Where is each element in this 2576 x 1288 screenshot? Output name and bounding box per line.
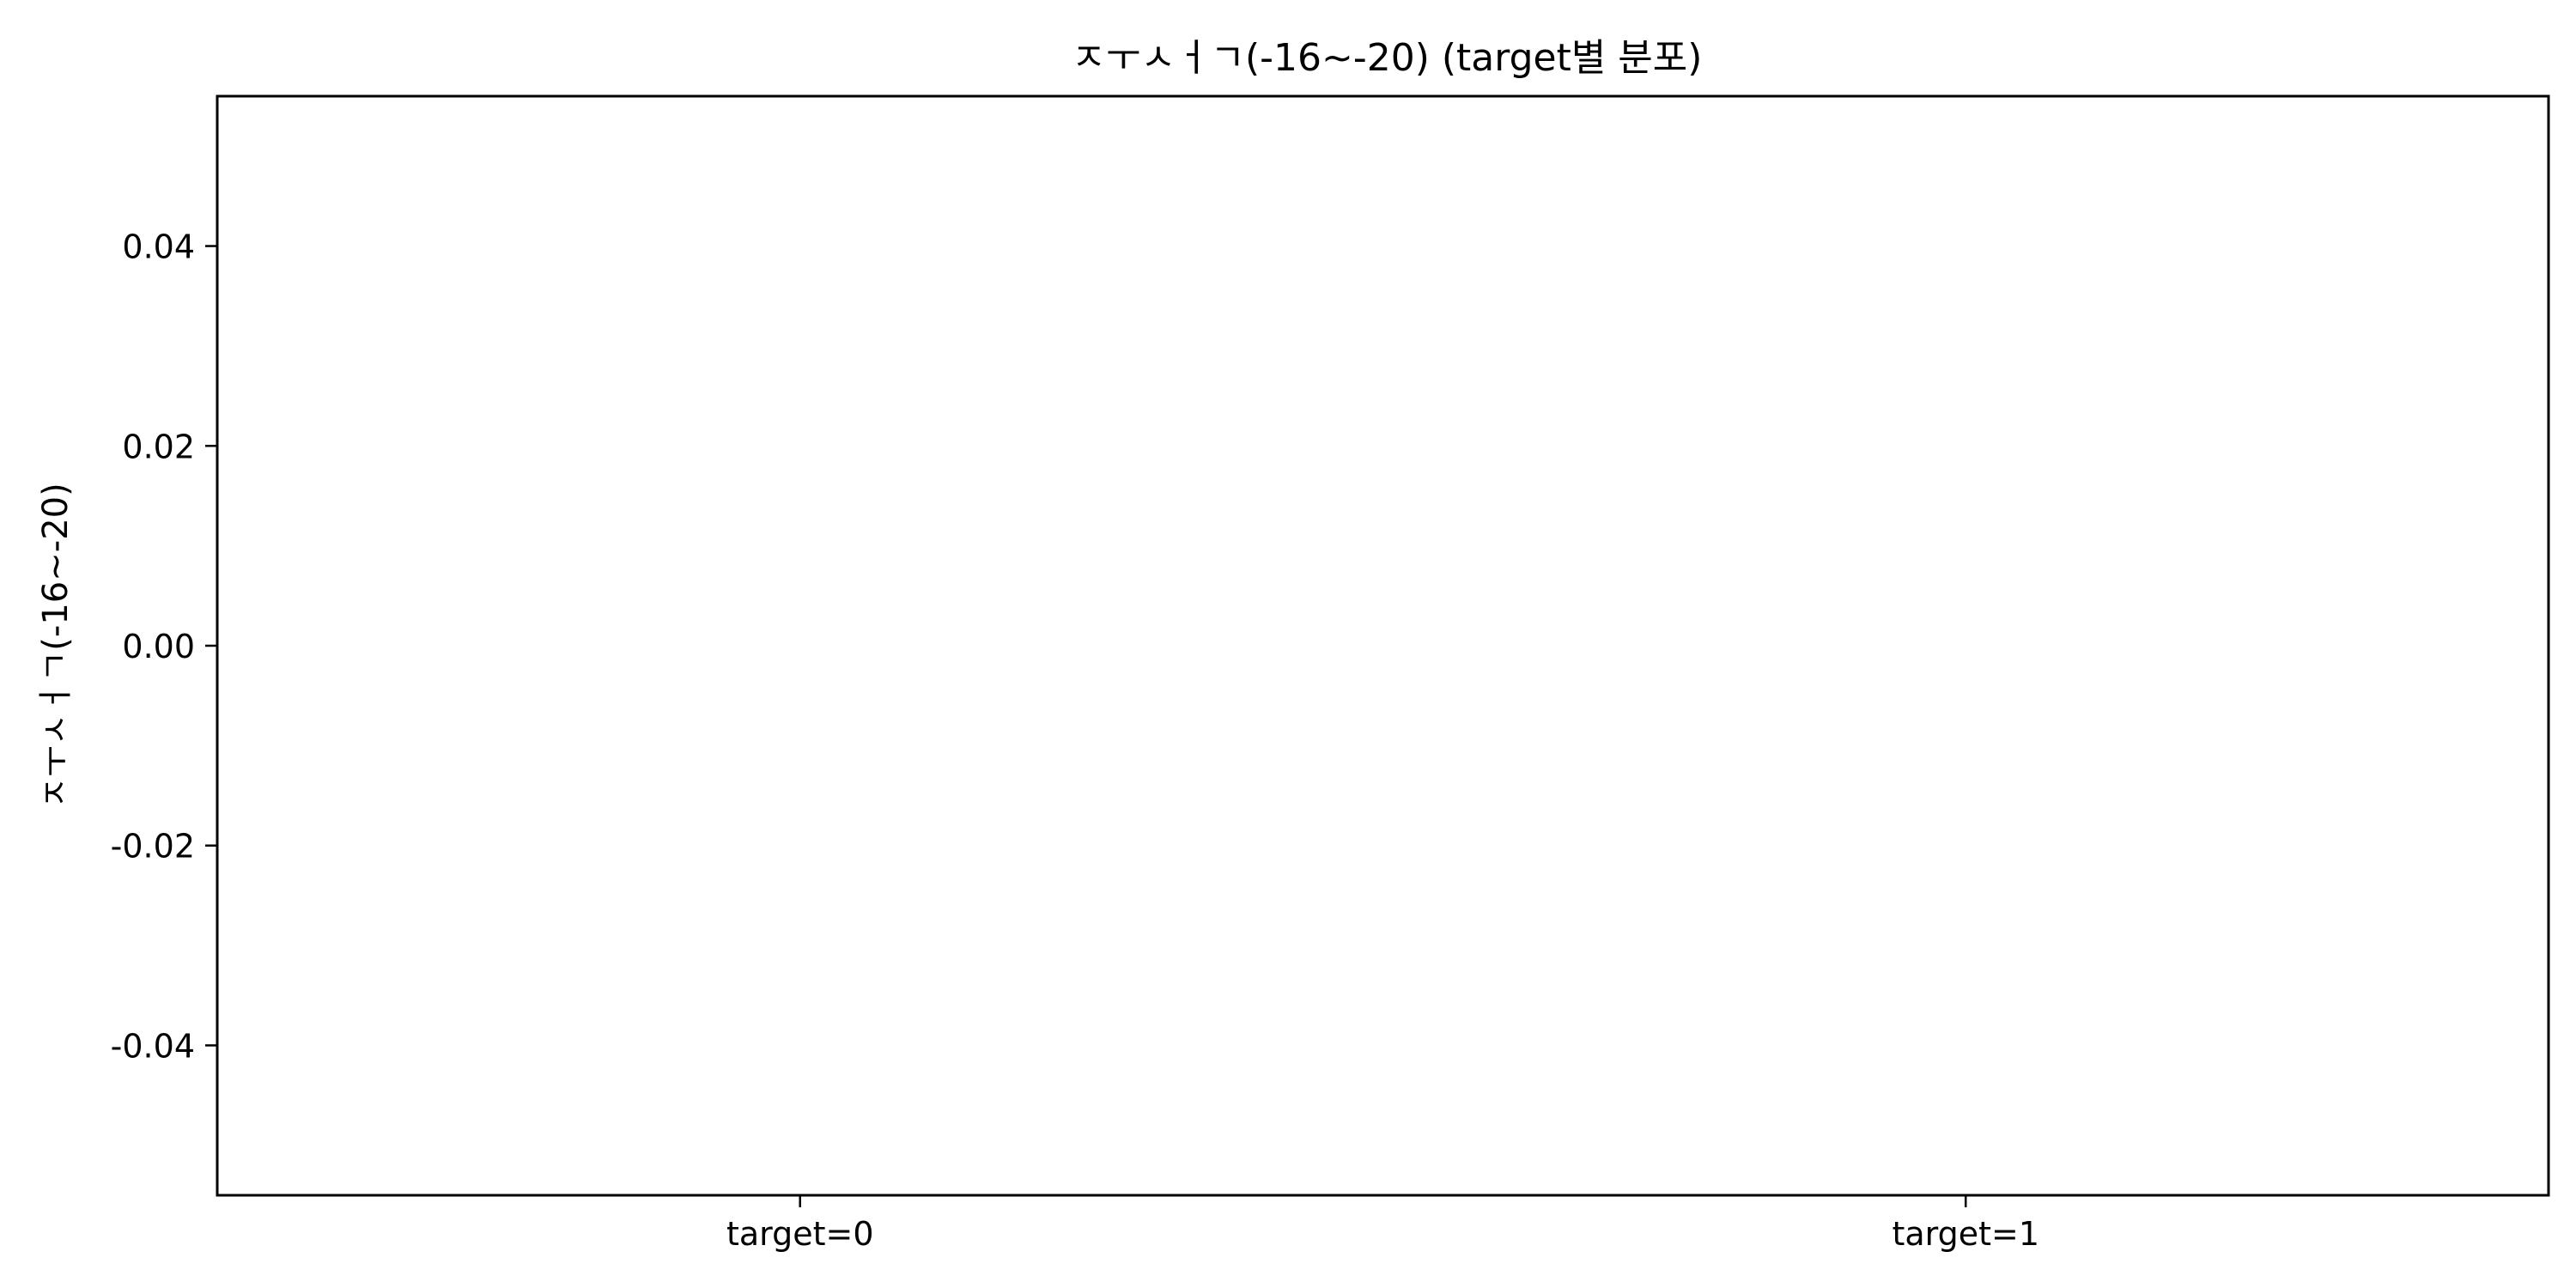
y-tick-label: 0.04: [122, 228, 195, 266]
x-axis: target=0 target=1: [726, 1195, 2039, 1253]
plot-area: [216, 94, 2550, 1197]
y-axis: -0.04 -0.02 0.00 0.02 0.04: [111, 228, 217, 1065]
chart-title: ㅈㅜㅅㅓㄱ(-16~-20) (target별 분포): [1072, 36, 1703, 80]
y-axis-label: ㅈㅜㅅㅓㄱ(-16~-20): [36, 483, 76, 808]
y-tick-label: 0.00: [122, 628, 195, 665]
x-tick-label: target=0: [726, 1215, 874, 1253]
y-tick-label: 0.02: [122, 428, 195, 465]
y-tick-label: -0.04: [111, 1027, 195, 1065]
x-tick-label: target=1: [1892, 1215, 2039, 1253]
y-tick-label: -0.02: [111, 828, 195, 866]
